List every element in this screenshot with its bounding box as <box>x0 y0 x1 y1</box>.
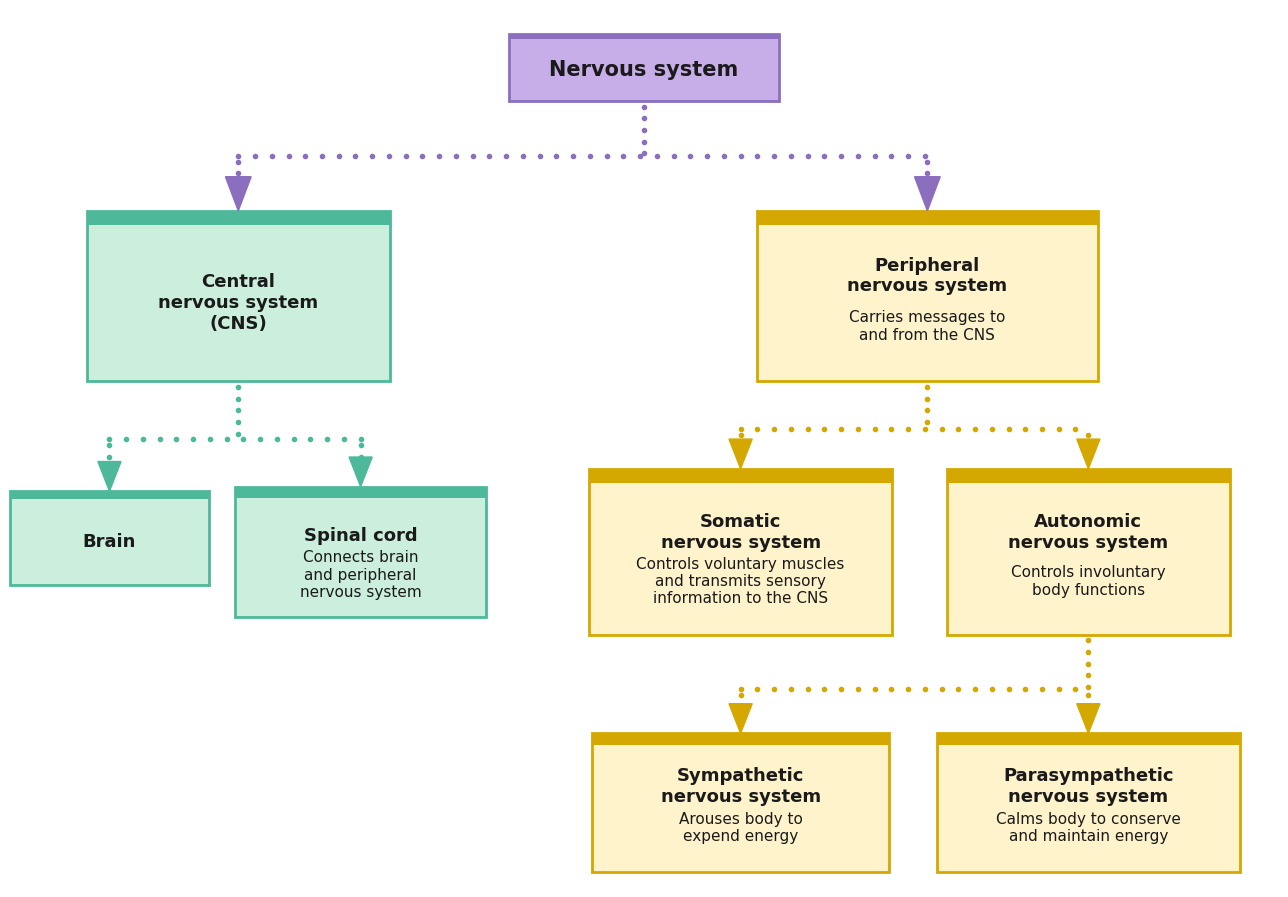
Text: Controls involuntary
body functions: Controls involuntary body functions <box>1011 565 1166 597</box>
Polygon shape <box>349 457 372 486</box>
Text: Connects brain
and peripheral
nervous system: Connects brain and peripheral nervous sy… <box>300 550 421 600</box>
FancyBboxPatch shape <box>589 468 891 635</box>
Polygon shape <box>1077 439 1100 468</box>
FancyBboxPatch shape <box>947 468 1230 483</box>
FancyBboxPatch shape <box>756 211 1097 225</box>
Polygon shape <box>98 461 121 492</box>
FancyBboxPatch shape <box>10 492 209 499</box>
Text: Spinal cord: Spinal cord <box>304 527 417 545</box>
FancyBboxPatch shape <box>938 734 1239 872</box>
FancyBboxPatch shape <box>236 486 487 617</box>
FancyBboxPatch shape <box>10 492 209 585</box>
FancyBboxPatch shape <box>88 211 389 225</box>
Text: Calms body to conserve
and maintain energy: Calms body to conserve and maintain ener… <box>996 812 1181 844</box>
FancyBboxPatch shape <box>592 734 889 872</box>
Text: Brain: Brain <box>82 533 137 551</box>
FancyBboxPatch shape <box>938 734 1239 745</box>
Text: Nervous system: Nervous system <box>550 60 738 80</box>
Text: Carries messages to
and from the CNS: Carries messages to and from the CNS <box>849 310 1006 343</box>
FancyBboxPatch shape <box>756 211 1097 381</box>
Text: Central
nervous system
(CNS): Central nervous system (CNS) <box>158 274 318 333</box>
Polygon shape <box>729 703 752 734</box>
Polygon shape <box>729 439 752 468</box>
Polygon shape <box>914 177 940 211</box>
FancyBboxPatch shape <box>509 33 779 100</box>
Text: Autonomic
nervous system: Autonomic nervous system <box>1009 513 1168 552</box>
Text: Somatic
nervous system: Somatic nervous system <box>661 513 820 552</box>
FancyBboxPatch shape <box>509 33 779 39</box>
FancyBboxPatch shape <box>947 468 1230 635</box>
Text: Parasympathetic
nervous system: Parasympathetic nervous system <box>1003 767 1173 806</box>
Polygon shape <box>1077 703 1100 734</box>
FancyBboxPatch shape <box>592 734 889 745</box>
Text: Arouses body to
expend energy: Arouses body to expend energy <box>679 812 802 844</box>
Text: Controls voluntary muscles
and transmits sensory
information to the CNS: Controls voluntary muscles and transmits… <box>636 556 845 606</box>
Polygon shape <box>225 177 251 211</box>
Text: Peripheral
nervous system: Peripheral nervous system <box>848 257 1007 295</box>
Text: Sympathetic
nervous system: Sympathetic nervous system <box>661 767 820 806</box>
FancyBboxPatch shape <box>589 468 891 483</box>
FancyBboxPatch shape <box>236 486 487 498</box>
FancyBboxPatch shape <box>88 211 389 381</box>
